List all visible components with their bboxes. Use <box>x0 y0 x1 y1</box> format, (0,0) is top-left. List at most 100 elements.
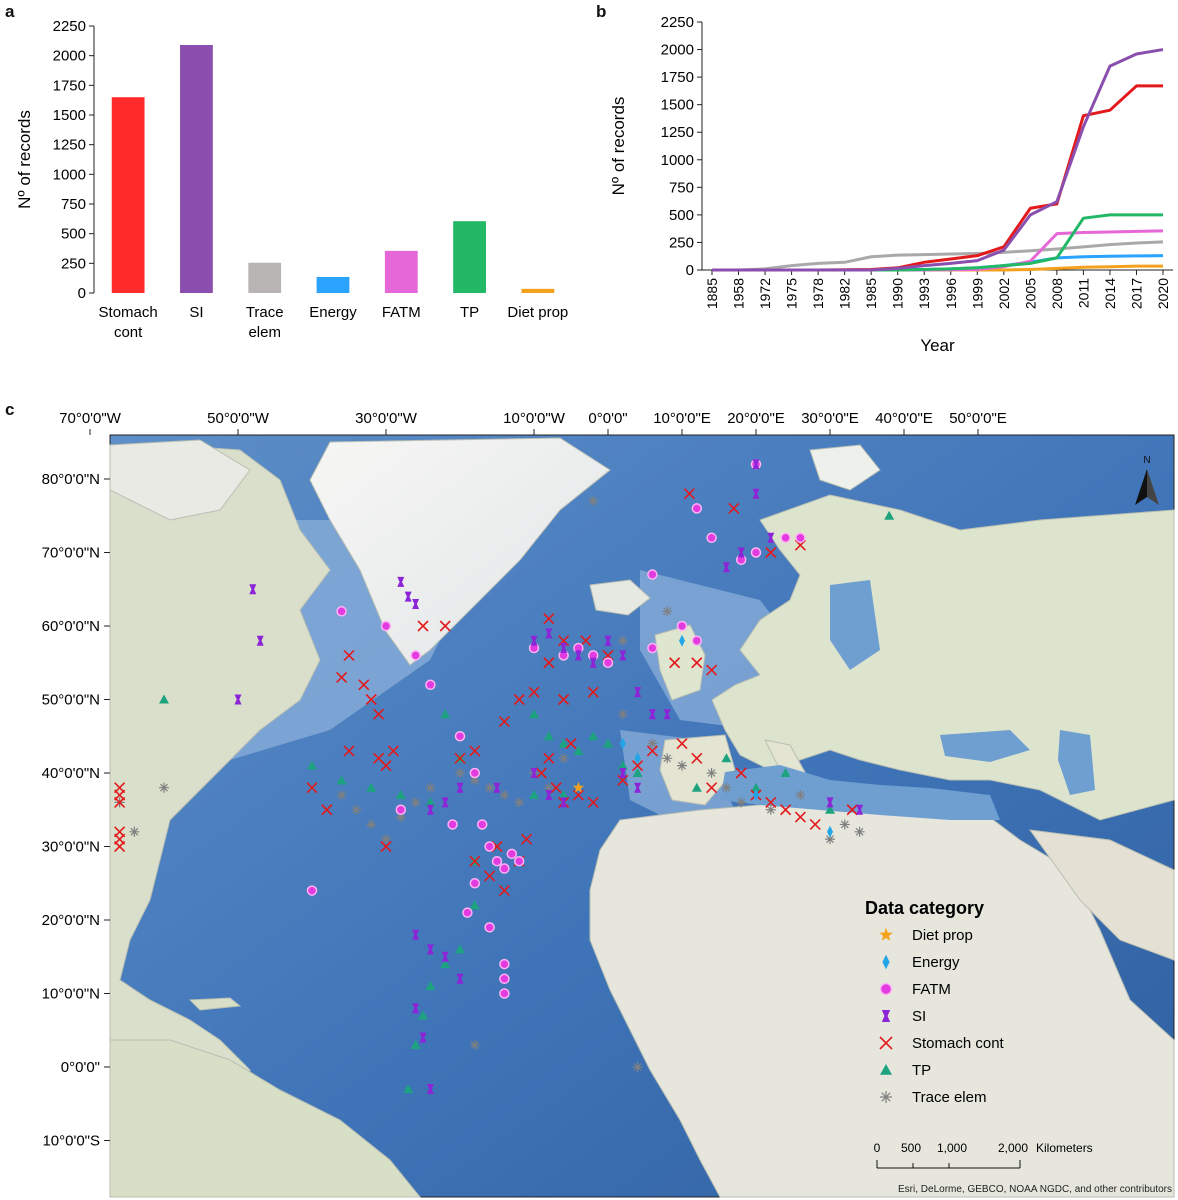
longitude-axis: 70°0'0"W 50°0'0"W 30°0'0"W 10°0'0"W 0°0'0" 10… <box>59 410 1007 435</box>
point-stomach-cont <box>454 752 466 764</box>
point-si <box>560 797 568 808</box>
point-si <box>826 797 834 808</box>
x-tick-label: 2008 <box>1049 278 1065 309</box>
point-stomach-cont <box>528 686 540 698</box>
point-si <box>441 797 449 808</box>
point-stomach-cont <box>365 693 377 706</box>
point-tp <box>418 1010 428 1020</box>
x-tick-label: 2011 <box>1075 278 1091 308</box>
point-trace-elem <box>469 1039 480 1050</box>
y-tick-label: 750 <box>61 196 86 213</box>
x-tick-label: Stomach <box>99 304 158 321</box>
point-fatm <box>706 532 717 544</box>
point-trace-elem <box>469 775 480 786</box>
sample-points <box>114 459 895 1095</box>
point-fatm <box>795 532 806 544</box>
point-si <box>412 1003 420 1014</box>
point-trace-elem <box>159 782 169 793</box>
point-trace-elem <box>662 753 673 764</box>
scale-bar: 0 500 1,000 2,000 Kilometers <box>874 1141 1093 1169</box>
point-stomach-cont <box>765 546 777 559</box>
point-stomach-cont <box>617 774 629 786</box>
point-si <box>634 687 642 698</box>
point-si <box>397 576 405 587</box>
point-trace-elem <box>366 819 377 830</box>
point-stomach-cont <box>706 664 718 676</box>
point-tp <box>529 709 539 719</box>
point-tp <box>825 804 835 814</box>
point-stomach-cont <box>669 657 681 669</box>
point-tp <box>529 790 539 800</box>
legend-label-tp: TP <box>912 1062 931 1079</box>
point-si <box>530 768 538 778</box>
lat-tick-label: 70°0'0"N <box>42 545 100 562</box>
point-trace-elem <box>129 826 140 837</box>
y-tick-label: 1500 <box>661 97 694 114</box>
point-tp <box>455 944 465 954</box>
point-trace-elem <box>795 790 806 801</box>
point-fatm <box>780 532 791 544</box>
point-stomach-cont <box>387 745 399 757</box>
x-tick-label: elem <box>248 324 281 341</box>
y-tick-label: 1000 <box>661 152 694 169</box>
point-si <box>412 598 420 609</box>
bar-chart-records-by-category: 0 250 500 750 1000 1250 1500 1750 2000 2250 Nº of … <box>15 18 568 341</box>
latitude-axis: 80°0'0"N 70°0'0"N 60°0'0"N 50°0'0"N 40°0'0"N… <box>42 471 110 1150</box>
point-stomach-cont <box>543 752 555 764</box>
legend-label-stomach-cont: Stomach cont <box>912 1035 1005 1052</box>
point-fatm <box>491 855 503 867</box>
point-fatm <box>499 958 510 970</box>
legend-title: Data category <box>865 898 984 918</box>
point-si <box>426 1084 434 1095</box>
y-tick-label: 250 <box>669 234 694 251</box>
point-fatm <box>691 635 703 646</box>
atlantic-sample-map: 70°0'0"W 50°0'0"W 30°0'0"W 10°0'0"W 0°0'0" 10… <box>42 410 1175 1198</box>
lat-tick-label: 10°0'0"N <box>42 986 100 1003</box>
point-si <box>456 782 464 793</box>
point-fatm <box>676 620 688 632</box>
scale-label-0: 0 <box>874 1141 881 1155</box>
y-tick-label: 1250 <box>53 137 86 154</box>
point-stomach-cont <box>646 745 658 757</box>
point-si <box>752 488 760 499</box>
point-stomach-cont <box>587 796 599 808</box>
point-stomach-cont <box>794 811 806 823</box>
x-tick-label: SI <box>189 304 203 321</box>
point-fatm <box>462 907 473 918</box>
x-tick-label: 2014 <box>1102 278 1118 309</box>
x-tick-label: 1978 <box>810 278 826 309</box>
point-stomach-cont <box>572 789 584 801</box>
point-si <box>530 635 538 646</box>
point-fatm <box>499 988 510 999</box>
y-tick-label: 1750 <box>661 69 694 86</box>
point-si <box>737 547 745 558</box>
x-tick-label: 1990 <box>890 278 906 309</box>
legend-marker-fatm <box>879 982 893 996</box>
point-tp <box>307 760 317 770</box>
point-tp <box>440 709 451 719</box>
series-line <box>712 240 1164 272</box>
point-stomach-cont <box>498 715 510 728</box>
lon-tick-label: 40°0'0"E <box>875 410 933 427</box>
lon-tick-label: 0°0'0" <box>588 410 627 427</box>
point-tp <box>336 775 347 785</box>
x-tick-label: 2017 <box>1128 278 1144 309</box>
point-stomach-cont <box>358 679 370 691</box>
point-stomach-cont <box>558 693 570 706</box>
bar-si <box>180 44 213 294</box>
point-stomach-cont <box>498 885 510 897</box>
point-trace-elem <box>425 782 436 793</box>
legend-label-trace-elem: Trace elem <box>912 1089 986 1106</box>
x-tick-label: 1982 <box>837 278 853 309</box>
point-trace-elem <box>854 826 865 837</box>
bar-diet-prop <box>521 288 555 293</box>
point-tp <box>440 959 451 969</box>
legend-label-si: SI <box>912 1008 926 1025</box>
x-tick-label: cont <box>114 324 143 341</box>
point-stomach-cont <box>632 760 644 772</box>
point-stomach-cont <box>765 796 777 808</box>
bar-tp <box>453 221 486 293</box>
bar-stomach-cont <box>111 97 145 293</box>
x-tick-label: 1975 <box>784 278 800 309</box>
point-stomach-cont <box>543 657 555 669</box>
